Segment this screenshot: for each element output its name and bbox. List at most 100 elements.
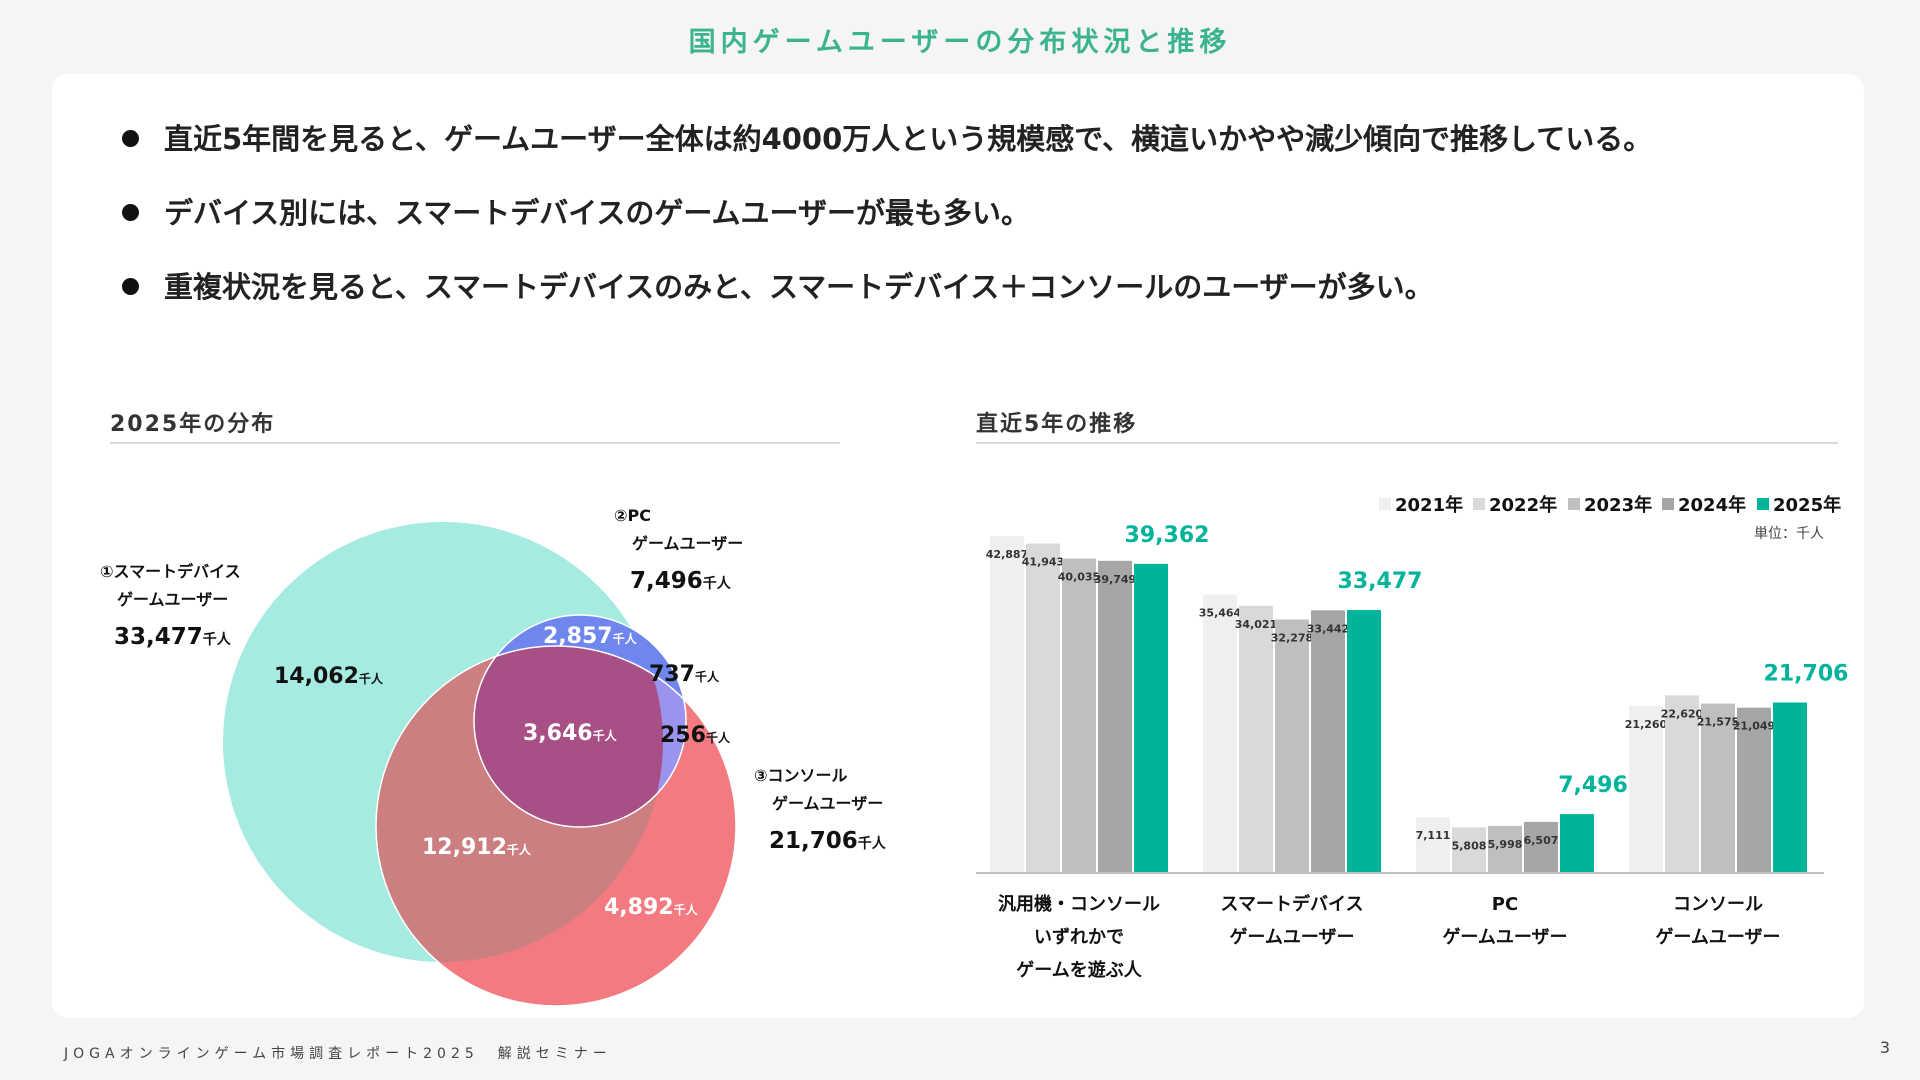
bar-value-label: 39,362 bbox=[1125, 523, 1210, 548]
legend-label: 2025年 bbox=[1773, 494, 1841, 516]
bar-value-label: 6,507 bbox=[1524, 834, 1559, 847]
x-tick-label: 汎用機・コンソール bbox=[998, 893, 1160, 915]
bar-value-label: 21,706 bbox=[1764, 662, 1849, 687]
chart-legend: 2021年 2022年 2023年 2024年 2025年 bbox=[1379, 494, 1841, 516]
bar-2021年 bbox=[1416, 817, 1450, 873]
venn-region-smart-console: 12,912千人 bbox=[422, 835, 532, 860]
bar-2024年 bbox=[1311, 610, 1345, 873]
x-tick-label: ゲームユーザー bbox=[1229, 926, 1354, 948]
bar-value-label: 5,998 bbox=[1488, 838, 1523, 851]
bar-value-label: 5,808 bbox=[1452, 839, 1487, 852]
bar-2022年 bbox=[1239, 605, 1273, 873]
bullet-text: デバイス別には、スマートデバイスのゲームユーザーが最も多い。 bbox=[164, 196, 1030, 230]
bar-section-divider bbox=[976, 442, 1838, 444]
bar-value-label: 7,496 bbox=[1558, 773, 1628, 798]
legend-swatch bbox=[1568, 498, 1580, 510]
bullet-text: 重複状況を見ると、スマートデバイスのみと、スマートデバイス＋コンソールのユーザー… bbox=[164, 270, 1434, 304]
venn-set-label-smart: ①スマートデバイス bbox=[100, 562, 241, 581]
bar-2025年 bbox=[1347, 610, 1381, 873]
x-tick-label: いずれかで bbox=[1034, 927, 1124, 948]
bar-2023年 bbox=[1275, 619, 1309, 873]
bar-2022年 bbox=[1026, 543, 1060, 873]
bar-value-label: 33,477 bbox=[1338, 569, 1423, 594]
venn-set-total-console: 21,706千人 bbox=[769, 828, 887, 854]
bar-2025年 bbox=[1773, 702, 1807, 873]
bar-2023年 bbox=[1062, 558, 1096, 873]
bar-2023年 bbox=[1488, 825, 1522, 873]
legend-label: 2021年 bbox=[1395, 494, 1463, 516]
bar-2021年 bbox=[1203, 594, 1237, 873]
bullet-text: 直近5年間を見ると、ゲームユーザー全体は約4000万人という規模感で、横這いかや… bbox=[164, 122, 1653, 156]
bar-2024年 bbox=[1524, 821, 1558, 873]
bullet-list: 直近5年間を見ると、ゲームユーザー全体は約4000万人という規模感で、横這いかや… bbox=[122, 102, 1652, 324]
bar-value-label: 7,111 bbox=[1416, 829, 1451, 842]
bar-2022年 bbox=[1665, 695, 1699, 873]
chart-unit-label: 単位：千人 bbox=[1754, 526, 1824, 542]
venn-set-label-pc: ②PC bbox=[614, 506, 651, 525]
bar-value-label: 34,021 bbox=[1235, 618, 1277, 631]
venn-region-console-only: 4,892千人 bbox=[604, 895, 699, 920]
venn-set-total-smart: 33,477千人 bbox=[114, 624, 232, 650]
legend-label: 2022年 bbox=[1489, 494, 1557, 516]
bar-2024年 bbox=[1737, 707, 1771, 873]
venn-section-title: 2025年の分布 bbox=[110, 412, 276, 437]
slide-title: 国内ゲームユーザーの分布状況と推移 bbox=[688, 27, 1232, 58]
legend-swatch bbox=[1757, 498, 1769, 510]
x-tick-label: ゲームユーザー bbox=[1442, 926, 1567, 948]
venn-set-total-pc: 7,496千人 bbox=[630, 568, 732, 594]
venn-outline-console bbox=[375, 645, 737, 1007]
bar-value-label: 39,749 bbox=[1094, 573, 1136, 586]
venn-outline-pc bbox=[473, 614, 687, 828]
bar-2023年 bbox=[1701, 703, 1735, 873]
legend-swatch bbox=[1473, 498, 1485, 510]
bullet-dot-icon bbox=[122, 130, 139, 147]
venn-set-sublabel-smart: ゲームユーザー bbox=[117, 590, 228, 609]
bar-value-label: 41,943 bbox=[1022, 556, 1064, 569]
venn-set-sublabel-pc: ゲームユーザー bbox=[632, 534, 743, 553]
legend-swatch bbox=[1662, 498, 1674, 510]
bar-value-label: 35,464 bbox=[1199, 606, 1242, 619]
bar-2021年 bbox=[1629, 706, 1663, 873]
x-tick-label: ゲームユーザー bbox=[1655, 926, 1780, 948]
legend-label: 2023年 bbox=[1584, 494, 1652, 516]
x-tick-label: スマートデバイス bbox=[1221, 893, 1364, 915]
bar-value-label: 21,575 bbox=[1697, 716, 1739, 729]
bar-2025年 bbox=[1134, 563, 1168, 873]
venn-region-smart-only: 14,062千人 bbox=[274, 664, 384, 689]
venn-set-sublabel-console: ゲームユーザー bbox=[772, 794, 883, 813]
bullet-item: デバイス別には、スマートデバイスのゲームユーザーが最も多い。 bbox=[122, 176, 1652, 250]
venn-region-pc-only: 737千人 bbox=[649, 662, 720, 687]
bar-value-label: 32,278 bbox=[1271, 631, 1313, 644]
bullet-item: 重複状況を見ると、スマートデバイスのみと、スマートデバイス＋コンソールのユーザー… bbox=[122, 250, 1652, 324]
x-tick-label: PC bbox=[1492, 894, 1518, 915]
venn-region-all-three: 3,646千人 bbox=[523, 721, 618, 746]
legend-label: 2024年 bbox=[1678, 494, 1746, 516]
bar-value-label: 21,260 bbox=[1625, 718, 1668, 731]
venn-set-label-console: ③コンソール bbox=[754, 766, 848, 785]
page-number: 3 bbox=[1879, 1038, 1890, 1057]
venn-region-pc-console: 256千人 bbox=[660, 723, 731, 748]
footer-text: JOGAオンラインゲーム市場調査レポート2025 解説セミナー bbox=[64, 1046, 612, 1062]
venn-section-divider bbox=[110, 442, 840, 444]
bar-2022年 bbox=[1452, 827, 1486, 873]
bar-value-label: 33,442 bbox=[1307, 622, 1349, 635]
bullet-item: 直近5年間を見ると、ゲームユーザー全体は約4000万人という規模感で、横這いかや… bbox=[122, 102, 1652, 176]
bar-value-label: 22,620 bbox=[1661, 707, 1704, 720]
bullet-dot-icon bbox=[122, 204, 139, 221]
bullet-dot-icon bbox=[122, 278, 139, 295]
bar-section-title: 直近5年の推移 bbox=[976, 412, 1138, 437]
venn-overlap-smart-console bbox=[376, 646, 663, 962]
bar-2024年 bbox=[1098, 560, 1132, 873]
bar-2025年 bbox=[1560, 814, 1594, 873]
venn-region-smart-pc: 2,857千人 bbox=[543, 624, 638, 649]
bar-value-label: 42,887 bbox=[986, 548, 1028, 561]
legend-swatch bbox=[1379, 498, 1391, 510]
bar-value-label: 40,035 bbox=[1058, 571, 1100, 584]
bar-value-label: 21,049 bbox=[1733, 720, 1775, 733]
x-tick-label: コンソール bbox=[1673, 894, 1763, 915]
x-tick-label: ゲームを遊ぶ人 bbox=[1016, 959, 1142, 981]
